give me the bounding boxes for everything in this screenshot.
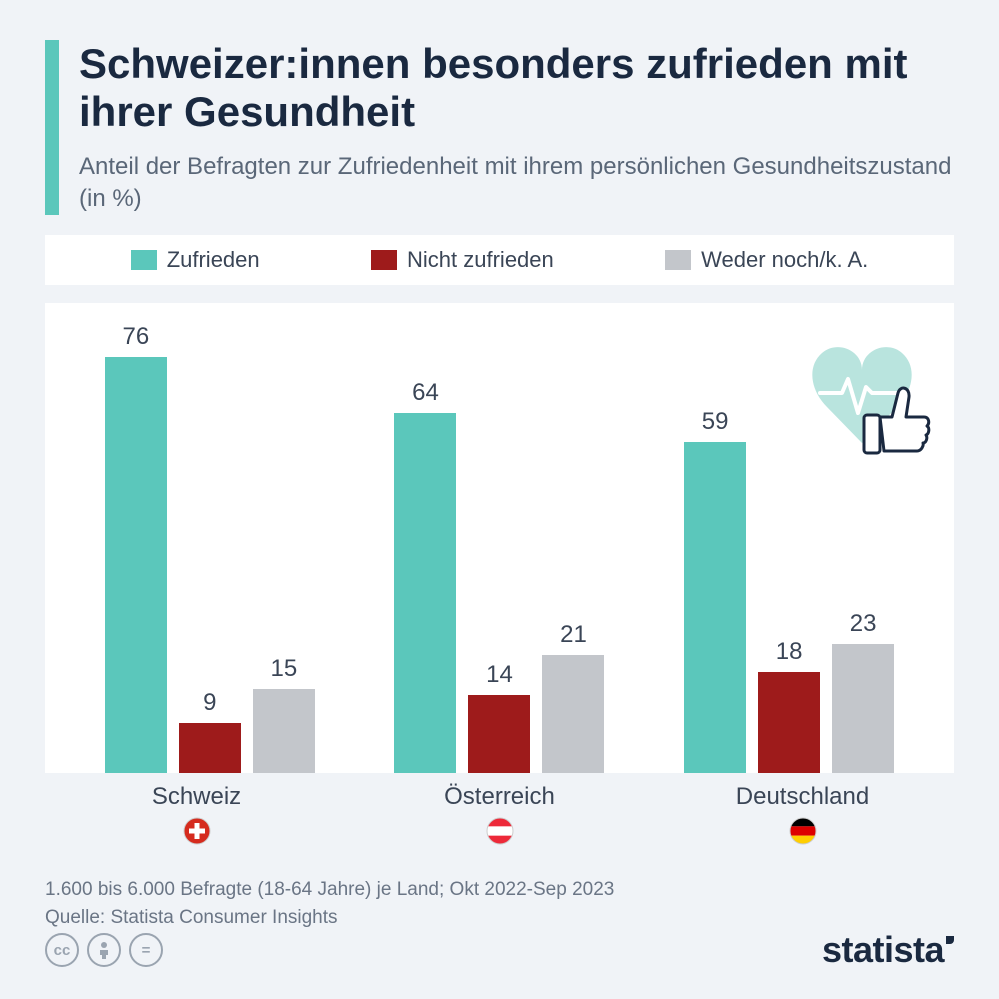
title-block: Schweizer:innen besonders zufrieden mit …: [79, 40, 954, 215]
cc-license-icons: cc =: [45, 933, 163, 967]
legend-swatch: [131, 250, 157, 270]
legend-swatch: [371, 250, 397, 270]
cc-by-icon: [87, 933, 121, 967]
bar-wrap: 9: [179, 323, 241, 773]
bar-value-label: 15: [270, 655, 297, 683]
legend-label: Zufrieden: [167, 247, 260, 273]
category-label: Schweiz: [82, 783, 312, 811]
legend-item-neither: Weder noch/k. A.: [665, 247, 868, 273]
bar-value-label: 59: [702, 408, 729, 436]
cc-nd-icon: =: [129, 933, 163, 967]
bar-value-label: 23: [850, 610, 877, 638]
bar-wrap: 14: [468, 323, 530, 773]
bar: [684, 442, 746, 774]
x-axis-labels: Schweiz Österreich Deutschland: [45, 783, 954, 811]
page-subtitle: Anteil der Befragten zur Zufriedenheit m…: [79, 151, 954, 216]
bar: [542, 655, 604, 773]
accent-bar: [45, 40, 59, 215]
legend-label: Nicht zufrieden: [407, 247, 554, 273]
bar: [105, 357, 167, 773]
bar: [179, 723, 241, 774]
bar: [394, 413, 456, 773]
footnote-source: Quelle: Statista Consumer Insights: [45, 904, 954, 932]
bar: [758, 672, 820, 773]
bar-group: 76 9 15: [105, 323, 315, 773]
flag-ch-icon: [82, 817, 312, 850]
legend-label: Weder noch/k. A.: [701, 247, 868, 273]
bar-value-label: 18: [776, 638, 803, 666]
bar-wrap: 76: [105, 323, 167, 773]
cc-icon: cc: [45, 933, 79, 967]
bar-wrap: 21: [542, 323, 604, 773]
bar-group: 64 14 21: [394, 323, 604, 773]
legend: Zufrieden Nicht zufrieden Weder noch/k. …: [45, 235, 954, 285]
flag-at-icon: [385, 817, 615, 850]
bar-value-label: 14: [486, 661, 513, 689]
category-label: Österreich: [385, 783, 615, 811]
page-title: Schweizer:innen besonders zufrieden mit …: [79, 40, 954, 137]
heart-thumb-icon: [792, 335, 932, 465]
category-label: Deutschland: [688, 783, 918, 811]
legend-item-satisfied: Zufrieden: [131, 247, 260, 273]
bar-value-label: 64: [412, 379, 439, 407]
flag-row: [45, 817, 954, 850]
legend-swatch: [665, 250, 691, 270]
bar-value-label: 76: [122, 323, 149, 351]
flag-de-icon: [688, 817, 918, 850]
bar: [468, 695, 530, 774]
bar: [832, 644, 894, 773]
legend-item-not-satisfied: Nicht zufrieden: [371, 247, 554, 273]
bar-value-label: 21: [560, 621, 587, 649]
statista-logo: statista: [822, 929, 954, 971]
bar-wrap: 59: [684, 323, 746, 773]
footnote: 1.600 bis 6.000 Befragte (18-64 Jahre) j…: [45, 876, 954, 931]
bar: [253, 689, 315, 773]
bar-wrap: 64: [394, 323, 456, 773]
chart-area: 76 9 15 64 14 21 59 18 23: [45, 303, 954, 773]
bar-wrap: 15: [253, 323, 315, 773]
footer: cc = statista: [45, 929, 954, 971]
header: Schweizer:innen besonders zufrieden mit …: [45, 40, 954, 215]
footnote-sample: 1.600 bis 6.000 Befragte (18-64 Jahre) j…: [45, 876, 954, 904]
bar-value-label: 9: [203, 689, 216, 717]
